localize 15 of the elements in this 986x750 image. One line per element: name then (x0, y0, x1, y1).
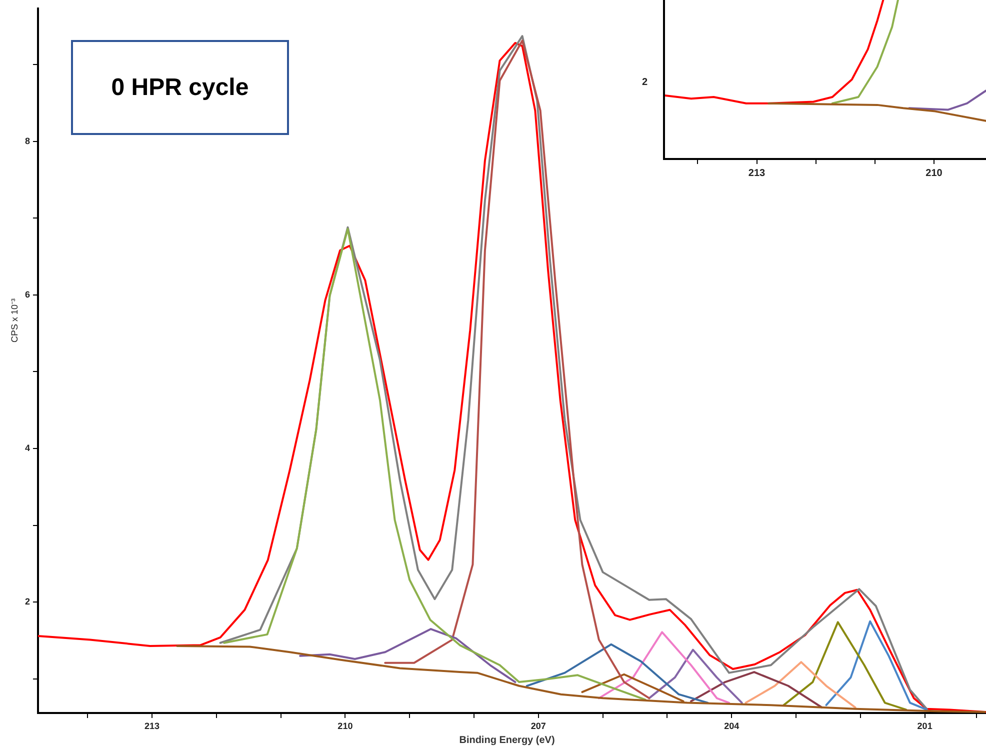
annotation: 0 HPR cycle (71, 40, 289, 135)
y-tick-label: 2 (24, 596, 30, 607)
y-tick-label: 4 (24, 443, 30, 454)
x-axis-title: Binding Energy (eV) (459, 735, 555, 746)
x-tick-label: 213 (144, 720, 160, 731)
x-tick-label: 201 (917, 720, 932, 731)
annotation: 2 (642, 77, 648, 88)
x-tick-label: 204 (724, 720, 740, 731)
x-tick-label: 213 (748, 168, 766, 179)
x-tick-label: 210 (926, 168, 943, 179)
y-tick-label: 8 (24, 136, 30, 146)
y-tick-label: 6 (24, 289, 30, 300)
x-tick-label: 207 (530, 720, 546, 731)
y-axis-title: CPS x 10⁻³ (8, 298, 20, 342)
x-tick-label: 210 (338, 720, 353, 731)
